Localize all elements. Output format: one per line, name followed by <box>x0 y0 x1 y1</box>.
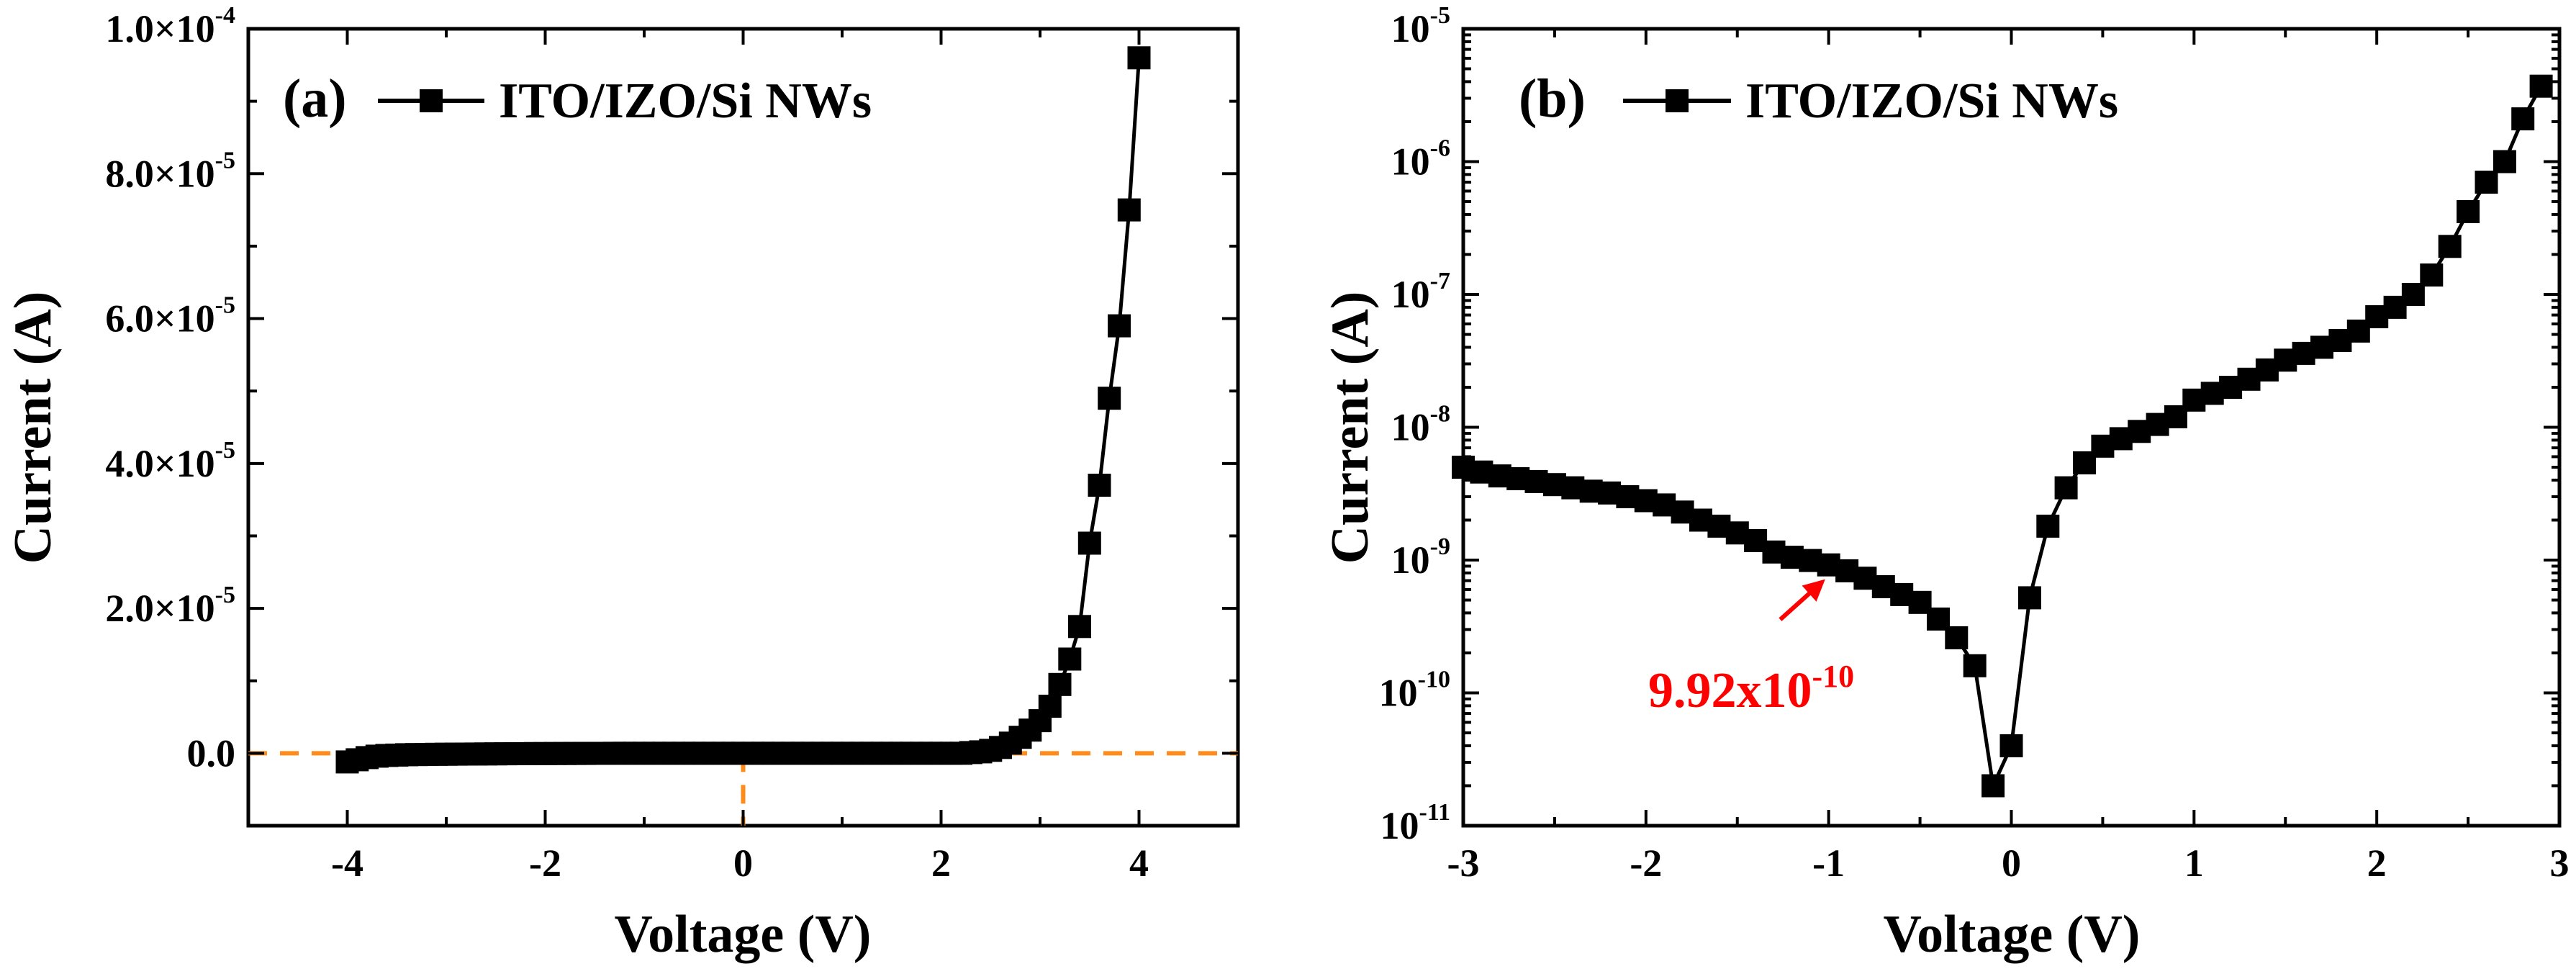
b-y-tick-label: 10-9 <box>1391 533 1450 582</box>
panel-a-legend-label: ITO/IZO/Si NWs <box>499 73 872 129</box>
a-x-tick-label: 2 <box>931 842 951 885</box>
panel-b-legend-label: ITO/IZO/Si NWs <box>1745 73 2118 129</box>
annotation-label: 9.92x10-10 <box>1648 659 1854 718</box>
a-series-line <box>346 58 1141 764</box>
b-y-tick-label: 10-11 <box>1380 799 1450 847</box>
a-y-tick-label: 0.0 <box>187 731 236 775</box>
panel-a-y-axis-title: Current (A) <box>4 292 63 564</box>
b-x-tick-label: -2 <box>1630 842 1662 885</box>
a-data-point <box>1127 46 1151 70</box>
panel-b-plot-frame <box>1461 27 2562 828</box>
b-y-tick-label: 10-7 <box>1391 268 1450 316</box>
a-data-point <box>1088 474 1111 497</box>
a-data-point <box>1068 615 1091 639</box>
panel-a-y-axis: 0.0 2.0×10-5 4.0×10-5 6.0×10-5 8.0×10-5 1.0×1… <box>105 2 1238 827</box>
panel-a-legend: ITO/IZO/Si NWs <box>378 73 872 129</box>
panel-b-y-axis-title: Current (A) <box>1321 292 1380 564</box>
b-x-tick-label: 2 <box>2367 842 2387 885</box>
b-data-point <box>1945 626 1969 649</box>
a-y-tick-label: 4.0×10-5 <box>105 437 235 485</box>
b-y-tick-label: 10-5 <box>1391 2 1450 50</box>
panel-a-plot-frame <box>246 27 1240 828</box>
panel-a-label: (a) <box>283 68 347 129</box>
b-y-tick-label: 10-10 <box>1379 667 1450 715</box>
b-data-point <box>2438 235 2462 258</box>
panel-b-label: (b) <box>1519 68 1586 129</box>
a-y-tick-label: 8.0×10-5 <box>105 147 235 195</box>
panel-b-annotation: 9.92x10-10 <box>1648 579 1854 718</box>
panel-b: -3 -2 -1 0 1 2 3 10-1110-1010-910-810-710-610-… <box>1321 2 2570 964</box>
panel-b-series <box>1452 74 2553 798</box>
panel-a-series <box>335 46 1151 774</box>
a-data-point <box>1098 387 1121 410</box>
panel-b-y-axis: 10-11 10-10 10-9 10-8 10-7 10-6 10-5 <box>1379 2 2559 847</box>
a-y-tick-label: 1.0×10-4 <box>105 2 235 50</box>
a-data-point <box>1108 314 1131 338</box>
b-x-tick-label: -1 <box>1812 842 1845 885</box>
a-data-point <box>1117 198 1141 222</box>
panel-a-legend-marker <box>420 89 443 112</box>
panel-a-x-axis-title: Voltage (V) <box>615 905 872 964</box>
a-x-tick-label: -4 <box>331 842 363 885</box>
a-y-tick-label: 6.0×10-5 <box>105 292 235 341</box>
b-x-tick-label: 0 <box>2002 842 2021 885</box>
b-data-point <box>2511 107 2535 131</box>
panel-b-x-axis-title: Voltage (V) <box>1884 905 2141 964</box>
a-x-tick-label: 4 <box>1129 842 1149 885</box>
b-x-tick-label: -3 <box>1447 842 1480 885</box>
b-data-point <box>2401 283 2425 306</box>
b-data-point <box>2420 263 2444 287</box>
b-x-tick-label: 1 <box>2184 842 2204 885</box>
b-x-tick-label: 3 <box>2550 842 2570 885</box>
b-data-point <box>1981 774 2005 798</box>
b-data-point <box>2475 171 2498 194</box>
panel-a-x-axis: -4 -2 0 2 4 <box>247 29 1239 885</box>
annotation-base: 9.92x10 <box>1648 663 1812 718</box>
a-y-tick-label: 2.0×10-5 <box>105 582 235 630</box>
b-y-tick-label: 10-6 <box>1391 135 1450 184</box>
b-data-point <box>1963 654 1987 677</box>
b-data-point <box>2493 150 2516 173</box>
b-data-point <box>2054 476 2078 500</box>
a-data-point <box>1038 695 1062 718</box>
panel-b-legend-marker <box>1666 89 1689 112</box>
a-x-tick-label: 0 <box>733 842 753 885</box>
annotation-arrow <box>1779 579 1825 621</box>
a-data-point <box>1077 531 1101 555</box>
b-data-point <box>2529 74 2553 98</box>
a-data-point <box>1048 672 1072 696</box>
b-data-point <box>2017 586 2041 610</box>
a-x-tick-label: -2 <box>529 842 561 885</box>
annotation-exponent: -10 <box>1812 659 1855 694</box>
b-data-point <box>2457 200 2480 223</box>
panel-a: -4 -2 0 2 4 0.0 2.0×10-5 4.0×10-5 6.0×10-5 8.0×1… <box>4 2 1240 964</box>
panel-b-x-axis: -3 -2 -1 0 1 2 3 <box>1447 29 2570 885</box>
panel-b-legend: ITO/IZO/Si NWs <box>1623 73 2118 129</box>
b-data-point <box>1999 734 2023 757</box>
b-data-point <box>2036 514 2060 538</box>
a-data-point <box>1058 647 1082 671</box>
b-y-tick-label: 10-8 <box>1391 401 1450 449</box>
b-series-line <box>1463 85 2543 793</box>
